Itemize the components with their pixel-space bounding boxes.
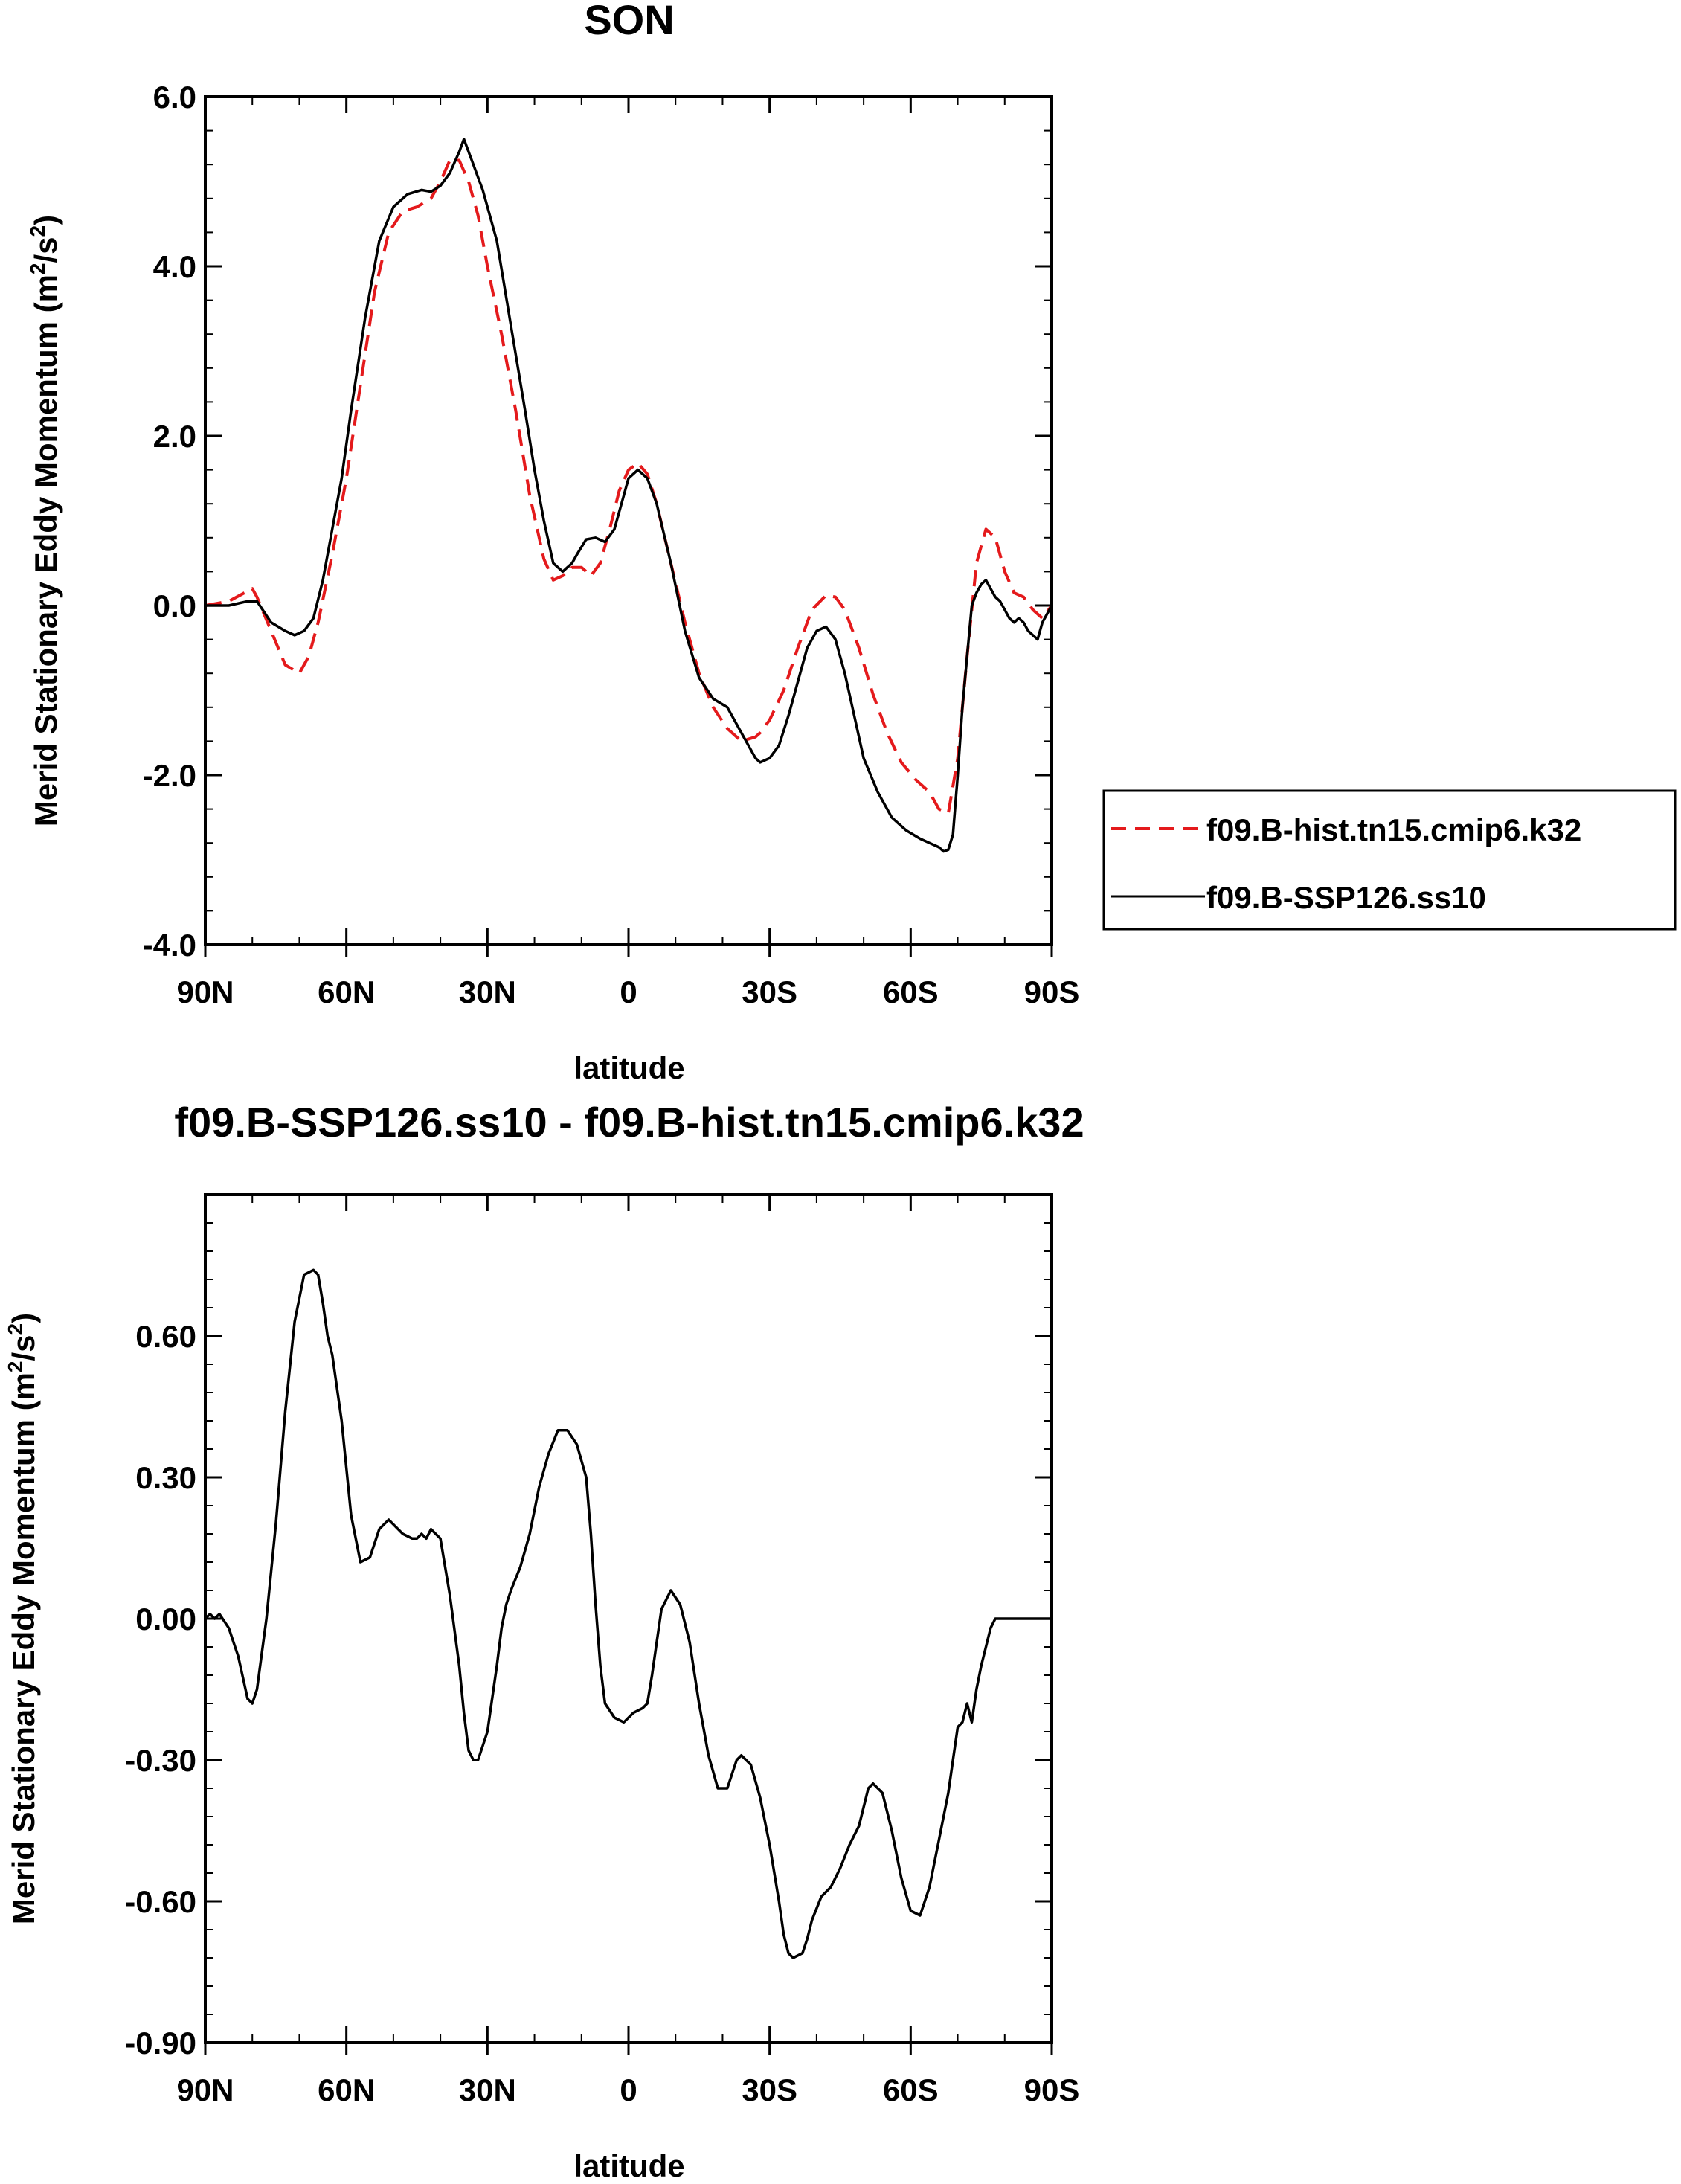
x-tick-label: 60N [318, 2072, 375, 2107]
x-tick-label: 90S [1024, 2072, 1080, 2107]
y-tick-label: 2.0 [153, 419, 196, 454]
y-axis-label-mid: /s [28, 237, 63, 263]
y-axis-label-sup2: 2 [4, 1323, 27, 1335]
series-line-f09.B-SSP126.ss10 [205, 138, 1053, 853]
chart-title: SON [584, 0, 674, 43]
y-tick-label: -0.90 [125, 2026, 196, 2061]
y-tick-label: -4.0 [143, 928, 196, 963]
series-line-f09.B-hist.tn15.cmip6.k32 [205, 158, 1053, 815]
legend-entry-ssp126: f09.B-SSP126.ss10 [1206, 880, 1486, 915]
x-tick-label: 0 [620, 974, 637, 1009]
y-tick-labels: -0.90 -0.60 -0.30 0.00 0.30 0.60 [125, 1319, 196, 2061]
y-axis-label-end: ) [28, 215, 63, 225]
x-tick-label: 90N [176, 974, 234, 1009]
x-tick-label: 30N [459, 2072, 516, 2107]
y-axis-label-sup: 2 [26, 263, 49, 274]
tick-marks [204, 1194, 1053, 2055]
y-tick-label: 0.60 [135, 1319, 196, 1354]
plot-frame [204, 1193, 1053, 2044]
x-tick-labels: 90N 60N 30N 0 30S 60S 90S [176, 2072, 1079, 2107]
x-tick-label: 60S [883, 974, 939, 1009]
chart-title: f09.B-SSP126.ss10 - f09.B-hist.tn15.cmip… [174, 1099, 1084, 1146]
y-tick-label: -0.30 [125, 1743, 196, 1778]
chart-difference: f09.B-SSP126.ss10 - f09.B-hist.tn15.cmip… [4, 1099, 1084, 2183]
x-axis-label: latitude [573, 1050, 684, 1085]
chart-son: SON -4.0 -2.0 0.0 2.0 4.0 6.0 90N 60N 30N 0 30S 60… [26, 0, 1677, 1085]
x-tick-label: 60N [318, 974, 375, 1009]
y-tick-label: 4.0 [153, 249, 196, 284]
y-tick-label: 0.00 [135, 1602, 196, 1637]
x-tick-label: 0 [620, 2072, 637, 2107]
y-tick-label: 0.30 [135, 1460, 196, 1495]
legend-entry-hist: f09.B-hist.tn15.cmip6.k32 [1206, 812, 1581, 847]
y-axis-label: Merid Stationary Eddy Momentum (m2/s2) [4, 1313, 41, 1924]
y-axis-label-sup2: 2 [26, 225, 49, 237]
y-axis-label-mid: /s [6, 1335, 41, 1361]
series-line-difference [204, 1268, 1052, 1959]
legend: f09.B-hist.tn15.cmip6.k32 f09.B-SSP126.s… [1102, 789, 1677, 931]
plot-series-group [204, 1268, 1052, 1959]
y-tick-label: -2.0 [143, 758, 196, 793]
legend-box [1102, 789, 1677, 931]
x-tick-labels: 90N 60N 30N 0 30S 60S 90S [176, 974, 1079, 1009]
y-tick-label: -0.60 [125, 1884, 196, 1919]
x-tick-label: 60S [883, 2072, 939, 2107]
x-tick-label: 90S [1024, 974, 1080, 1009]
y-tick-labels: -4.0 -2.0 0.0 2.0 4.0 6.0 [143, 80, 196, 963]
x-tick-label: 90N [176, 2072, 234, 2107]
y-axis-label-end: ) [6, 1313, 41, 1323]
y-axis-label-sup: 2 [4, 1361, 27, 1372]
y-axis-label-main: Merid Stationary Eddy Momentum (m [28, 274, 63, 826]
y-tick-label: 6.0 [153, 80, 196, 115]
y-tick-label: 0.0 [153, 588, 196, 623]
y-axis-label-main: Merid Stationary Eddy Momentum (m [6, 1372, 41, 1924]
x-tick-label: 30S [742, 974, 797, 1009]
plot-frame [204, 95, 1053, 946]
x-axis-label: latitude [573, 2148, 684, 2183]
plot-series-group [205, 138, 1053, 853]
x-tick-label: 30N [459, 974, 516, 1009]
x-tick-label: 30S [742, 2072, 797, 2107]
y-axis-label: Merid Stationary Eddy Momentum (m2/s2) [26, 215, 63, 826]
